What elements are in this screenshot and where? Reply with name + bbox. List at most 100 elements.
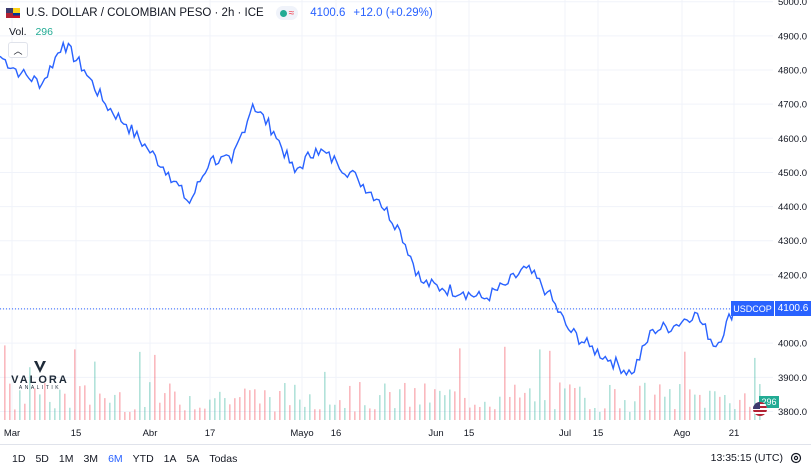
volume-bar [339, 400, 341, 420]
logo-subtitle: ANALITIK [18, 385, 62, 391]
time-axis: Mar 15 Abr 17 Mayo 16 Jun 15 Jul 15 Ago 21 [4, 428, 739, 439]
volume-bar [314, 409, 316, 420]
volume-bar [724, 395, 726, 420]
volume-bar [529, 388, 531, 420]
volume-bar [434, 389, 436, 420]
valora-logo: VALORA ANALITIK [8, 360, 72, 391]
timeframe-5d[interactable]: 5D [35, 453, 49, 465]
volume-bar [4, 345, 6, 420]
symbol-header[interactable]: U.S. DOLLAR / COLOMBIAN PESO · 2h · ICE … [6, 6, 433, 20]
volume-bar [279, 390, 281, 420]
current-price-tag: 4100.6 [775, 301, 811, 316]
price-tick-label: 4300.0 [778, 236, 807, 247]
volume-bar [134, 409, 136, 420]
volume-bar [644, 382, 646, 420]
volume-bar [324, 371, 326, 420]
volume-bar [714, 391, 716, 420]
volume-bar [29, 367, 31, 420]
volume-legend[interactable]: Vol. 296 [9, 26, 53, 38]
volume-bar [89, 404, 91, 420]
timeframe-1a[interactable]: 1A [163, 453, 177, 465]
volume-bar [209, 399, 211, 420]
volume-bar [719, 396, 721, 420]
volume-bar [319, 409, 321, 420]
volume-bar [619, 408, 621, 420]
time-tick-label: 15 [464, 428, 475, 439]
time-tick-label: 15 [593, 428, 604, 439]
volume-bar [244, 388, 246, 420]
volume-bar [189, 396, 191, 420]
volume-bar [364, 405, 366, 420]
volume-bar [499, 396, 501, 420]
volume-bar [554, 409, 556, 420]
timeframe-1m[interactable]: 1M [58, 453, 74, 465]
volume-bar [254, 389, 256, 420]
volume-bar [494, 409, 496, 420]
volume-value: 296 [35, 26, 53, 38]
last-price: 4100.6 [310, 7, 346, 19]
timeframe-3m[interactable]: 3M [83, 453, 99, 465]
volume-bar [59, 389, 61, 420]
volume-bar [624, 400, 626, 420]
volume-bar [564, 388, 566, 420]
volume-bar [284, 383, 286, 420]
volume-bar [664, 396, 666, 420]
volume-bar [639, 385, 641, 420]
timeframe-1d[interactable]: 1D [12, 453, 26, 465]
volume-bar [524, 392, 526, 420]
volume-bar [229, 404, 231, 420]
time-tick-label: Abr [143, 428, 158, 439]
volume-bar [159, 402, 161, 420]
time-tick-label: Mayo [290, 428, 313, 439]
volume-bar [49, 401, 51, 420]
volume-bar [649, 409, 651, 420]
symbol-price-tag: USDCOP [731, 301, 774, 316]
bottom-toolbar: 1D 5D 1M 3M 6M YTD 1A 5A Todas 13:35:15 (UTC) [0, 444, 811, 473]
timeframe-todas[interactable]: Todas [209, 453, 238, 465]
volume-bar [79, 386, 81, 420]
volume-bar [399, 389, 401, 420]
volume-bar [69, 407, 71, 420]
volume-bar [34, 388, 36, 420]
chart-area[interactable]: 5000.0 4900.0 4800.0 4700.0 4600.0 4500.0 4400… [0, 0, 811, 444]
volume-bar [574, 388, 576, 420]
price-tick-label: 3900.0 [778, 373, 807, 384]
volume-bar [749, 406, 751, 420]
volume-bar [204, 408, 206, 420]
volume-bar [514, 384, 516, 420]
gear-icon[interactable] [789, 451, 803, 465]
timeframe-5a[interactable]: 5A [186, 453, 200, 465]
chevron-up-icon: ︿ [13, 45, 23, 56]
volume-bar [259, 403, 261, 420]
time-tick-label: Mar [4, 428, 20, 439]
timeframe-6m[interactable]: 6M [108, 453, 123, 465]
timeframe-ytd[interactable]: YTD [132, 453, 154, 465]
logo-name: VALORA [11, 374, 69, 386]
volume-bar [84, 385, 86, 420]
volume-bar [19, 390, 21, 420]
volume-bar [474, 404, 476, 420]
price-tick-label: 3800.0 [778, 407, 807, 418]
volume-bars [4, 345, 761, 420]
volume-bar [329, 404, 331, 420]
volume-bar [579, 386, 581, 420]
price-tick-label: 4400.0 [778, 202, 807, 213]
time-tick-label: Jun [428, 428, 443, 439]
volume-bar [234, 398, 236, 420]
volume-bar [304, 406, 306, 420]
volume-bar [114, 394, 116, 420]
volume-bar [384, 383, 386, 420]
volume-bar [414, 388, 416, 420]
volume-bar [104, 398, 106, 420]
volume-bar [654, 394, 656, 420]
volume-bar [424, 383, 426, 420]
collapse-legend-button[interactable]: ︿ [8, 42, 28, 58]
volume-bar [454, 391, 456, 420]
volume-bar [94, 361, 96, 420]
volume-bar [139, 351, 141, 420]
price-chart[interactable]: 5000.0 4900.0 4800.0 4700.0 4600.0 4500.0 4400… [0, 0, 811, 444]
market-status[interactable]: ≈ [275, 6, 299, 20]
utc-clock[interactable]: 13:35:15 (UTC) [710, 452, 783, 464]
price-tick-label: 5000.0 [778, 0, 807, 8]
volume-bar [464, 397, 466, 420]
